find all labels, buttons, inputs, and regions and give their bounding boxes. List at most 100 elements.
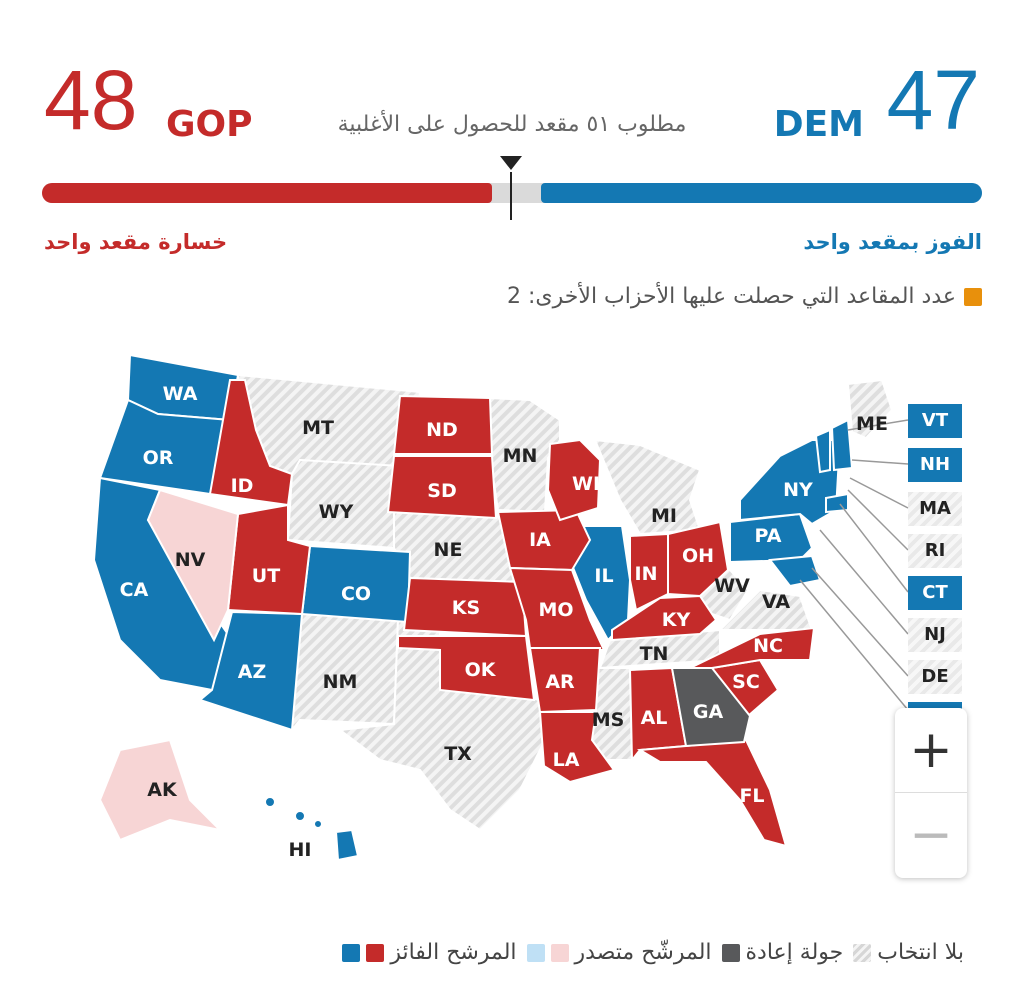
ne-box-partial[interactable]: [908, 702, 962, 712]
label-IL: IL: [594, 565, 613, 587]
label-MS: MS: [592, 709, 625, 731]
label-WI: WI: [572, 473, 600, 495]
label-VA: VA: [762, 591, 790, 613]
label-MT: MT: [302, 417, 334, 439]
legend-leading-text: المرشّح متصدر: [574, 940, 712, 965]
ne-box-MA[interactable]: MA: [908, 492, 962, 526]
state-NH[interactable]: [830, 418, 854, 472]
zoom-in-button[interactable]: +: [895, 708, 967, 793]
dem-seat-count: 47: [886, 53, 980, 147]
legend-runoff: جولة إعادة: [721, 940, 844, 965]
state-NV[interactable]: [146, 488, 240, 643]
state-MO[interactable]: [508, 566, 606, 652]
label-IA: IA: [529, 529, 551, 551]
label-SC: SC: [732, 671, 760, 693]
label-LA: LA: [553, 749, 580, 771]
label-IN: IN: [635, 563, 658, 585]
zoom-controls: + −: [895, 708, 967, 878]
label-MO: MO: [538, 599, 573, 621]
gop-seat-count: 48: [44, 53, 138, 147]
label-CA: CA: [120, 579, 149, 601]
ne-box-RI[interactable]: RI: [908, 534, 962, 568]
label-SD: SD: [427, 480, 456, 502]
majority-threshold-text: مطلوب ٥١ مقعد للحصول على الأغلبية: [337, 112, 687, 137]
state-HI-island-2: [294, 810, 306, 822]
dem-label: DEM: [773, 104, 864, 145]
state-AK[interactable]: [98, 738, 224, 842]
legend-no-election-swatch: [853, 943, 872, 962]
label-CO: CO: [341, 583, 371, 605]
label-KS: KS: [452, 597, 480, 619]
label-FL: FL: [739, 785, 764, 807]
label-TX: TX: [444, 743, 472, 765]
label-WA: WA: [163, 383, 198, 405]
zoom-out-button[interactable]: −: [909, 805, 953, 865]
label-GA: GA: [693, 701, 724, 723]
label-NM: NM: [323, 671, 358, 693]
other-parties-swatch: [964, 287, 982, 306]
label-ND: ND: [426, 419, 458, 441]
legend-runoff-text: جولة إعادة: [745, 940, 844, 965]
state-KY[interactable]: [611, 594, 718, 642]
label-OH: OH: [682, 545, 714, 567]
label-OK: OK: [465, 659, 497, 681]
state-MD-DE-area: [768, 554, 822, 588]
label-AK: AK: [147, 779, 178, 801]
state-WI[interactable]: [546, 438, 602, 522]
label-UT: UT: [252, 565, 280, 587]
other-parties-text: عدد المقاعد التي حصلت عليها الأحزاب الأخ…: [507, 284, 956, 309]
label-AZ: AZ: [238, 661, 266, 683]
label-NV: NV: [175, 549, 206, 571]
ne-box-NJ[interactable]: NJ: [908, 618, 962, 652]
state-ND[interactable]: [392, 394, 494, 455]
label-NE: NE: [434, 539, 463, 561]
label-OR: OR: [143, 447, 174, 469]
state-VA[interactable]: [717, 588, 814, 631]
map-legend: المرشح الفائز المرشّح متصدر جولة إعادة ب…: [342, 940, 964, 965]
label-NC: NC: [753, 635, 783, 657]
label-PA: PA: [755, 525, 782, 547]
state-ID[interactable]: [208, 379, 294, 507]
ne-box-NH[interactable]: NH: [908, 448, 962, 482]
label-MN: MN: [503, 445, 538, 467]
ne-box-DE[interactable]: DE: [908, 660, 962, 694]
seat-bar-gop: [42, 183, 492, 203]
state-IN[interactable]: [629, 532, 669, 612]
state-HI-island-3: [313, 819, 323, 829]
majority-marker-arrow-icon: [500, 156, 522, 170]
gop-label: GOP: [166, 104, 253, 145]
ne-box-CT[interactable]: CT: [908, 576, 962, 610]
legend-leading: المرشّح متصدر: [526, 940, 712, 965]
state-AR[interactable]: [528, 647, 602, 714]
label-ME: ME: [856, 413, 888, 435]
label-WY: WY: [319, 501, 354, 523]
state-OH[interactable]: [667, 520, 730, 598]
gop-change-text: خسارة مقعد واحد: [44, 230, 228, 254]
legend-gop-winner-swatch: [366, 943, 385, 962]
state-LA[interactable]: [538, 711, 616, 784]
label-TN: TN: [640, 643, 669, 665]
legend-winner: المرشح الفائز: [342, 940, 517, 965]
label-MI: MI: [651, 505, 677, 527]
other-parties-note: عدد المقاعد التي حصلت عليها الأحزاب الأخ…: [507, 284, 982, 309]
state-VT[interactable]: [814, 428, 831, 474]
dem-change-text: الفوز بمقعد واحد: [803, 230, 982, 254]
legend-runoff-swatch: [721, 943, 740, 962]
legend-dem-winner-swatch: [342, 943, 361, 962]
legend-winner-text: المرشح الفائز: [390, 940, 517, 965]
label-ID: ID: [231, 475, 254, 497]
state-ME[interactable]: [846, 378, 894, 440]
legend-dem-leading-swatch: [526, 943, 545, 962]
label-AL: AL: [641, 707, 668, 729]
state-OK[interactable]: [397, 635, 536, 702]
label-NY: NY: [783, 479, 813, 501]
label-KY: KY: [662, 609, 691, 631]
state-GA[interactable]: [670, 667, 752, 748]
state-SD[interactable]: [386, 455, 498, 520]
ne-box-VT[interactable]: VT: [908, 404, 962, 438]
label-HI: HI: [289, 839, 312, 861]
us-senate-map[interactable]: WA OR CA NV ID MT WY UT CO AZ NM ND SD N…: [0, 330, 1024, 890]
state-MI[interactable]: [593, 438, 702, 536]
state-HI[interactable]: [334, 828, 360, 862]
seat-bar-dem: [541, 183, 982, 203]
